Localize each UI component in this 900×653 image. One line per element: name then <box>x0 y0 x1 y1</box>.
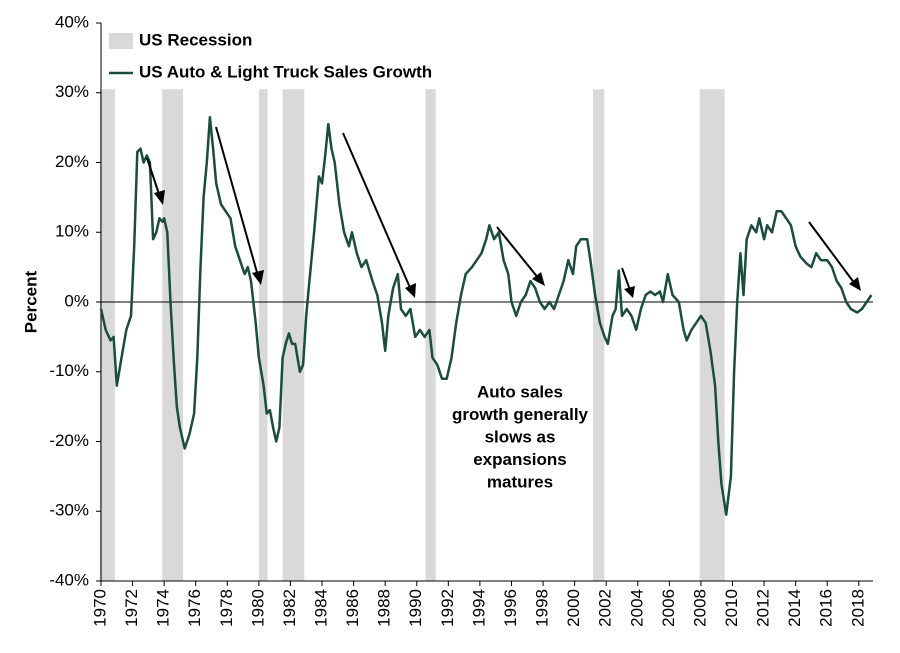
annotation: growth generally <box>452 405 589 424</box>
y-axis-label: Percent <box>21 270 40 333</box>
annotation: expansions <box>473 450 567 469</box>
x-tick-label: 1990 <box>406 589 425 627</box>
arrow-head <box>532 272 545 286</box>
y-tick-label: -10% <box>49 361 89 380</box>
y-tick-label: -40% <box>49 570 89 589</box>
annotation: Auto sales <box>477 382 563 401</box>
x-tick-label: 1980 <box>248 589 267 627</box>
legend-swatch <box>109 33 133 49</box>
x-tick-label: 2016 <box>817 589 836 627</box>
recession-band <box>282 89 305 581</box>
x-tick-label: 2006 <box>659 589 678 627</box>
arrow <box>621 267 631 291</box>
arrow <box>496 226 540 280</box>
annotation: matures <box>487 472 553 491</box>
arrow <box>215 126 259 277</box>
x-tick-label: 2018 <box>848 589 867 627</box>
x-tick-label: 2008 <box>690 589 709 627</box>
x-tick-label: 1986 <box>343 589 362 627</box>
x-tick-label: 1972 <box>122 589 141 627</box>
arrow <box>342 132 412 291</box>
x-tick-label: 1984 <box>312 589 331 627</box>
x-tick-label: 1982 <box>280 589 299 627</box>
recession-band <box>258 89 268 581</box>
annotation: slows as <box>485 427 556 446</box>
y-tick-label: 10% <box>55 222 89 241</box>
arrow-head <box>405 283 416 298</box>
x-tick-label: 2002 <box>596 589 615 627</box>
arrow-head <box>624 286 635 298</box>
legend-label: US Auto & Light Truck Sales Growth <box>139 62 432 81</box>
arrows <box>146 126 856 291</box>
x-tick-label: 1996 <box>501 589 520 627</box>
x-tick-label: 2010 <box>722 589 741 627</box>
x-tick-label: 2012 <box>754 589 773 627</box>
recession-band <box>593 89 605 581</box>
y-tick-label: -20% <box>49 431 89 450</box>
x-tick-label: 1978 <box>217 589 236 627</box>
arrow <box>146 157 161 198</box>
recession-band <box>699 89 725 581</box>
arrow-head <box>154 190 165 205</box>
arrow-head <box>849 277 861 291</box>
x-tick-label: 1992 <box>438 589 457 627</box>
y-tick-label: 20% <box>55 152 89 171</box>
x-tick-label: 2004 <box>627 589 646 627</box>
y-tick-label: -30% <box>49 501 89 520</box>
plot: -40% -30% -20% -10% 0% 10% 20% 30% 40% 1970 1972 19… <box>49 12 873 627</box>
x-tick-label: 2000 <box>564 589 583 627</box>
arrow-head <box>252 270 264 285</box>
data-line <box>99 115 873 516</box>
y-tick-label: 30% <box>55 82 89 101</box>
x-tick-label: 1974 <box>154 589 173 627</box>
arrow-heads <box>154 190 861 298</box>
x-tick-label: 1994 <box>469 589 488 627</box>
legend-label: US Recession <box>139 30 252 49</box>
x-tick-label: 1988 <box>375 589 394 627</box>
x-tick-label: 1970 <box>90 589 109 627</box>
y-tick-label: 0% <box>64 291 89 310</box>
y-tick-label: 40% <box>55 12 89 31</box>
arrow <box>808 221 856 285</box>
x-tick-label: 2014 <box>785 589 804 627</box>
x-tick-label: 1976 <box>185 589 204 627</box>
x-tick-label: 1998 <box>533 589 552 627</box>
